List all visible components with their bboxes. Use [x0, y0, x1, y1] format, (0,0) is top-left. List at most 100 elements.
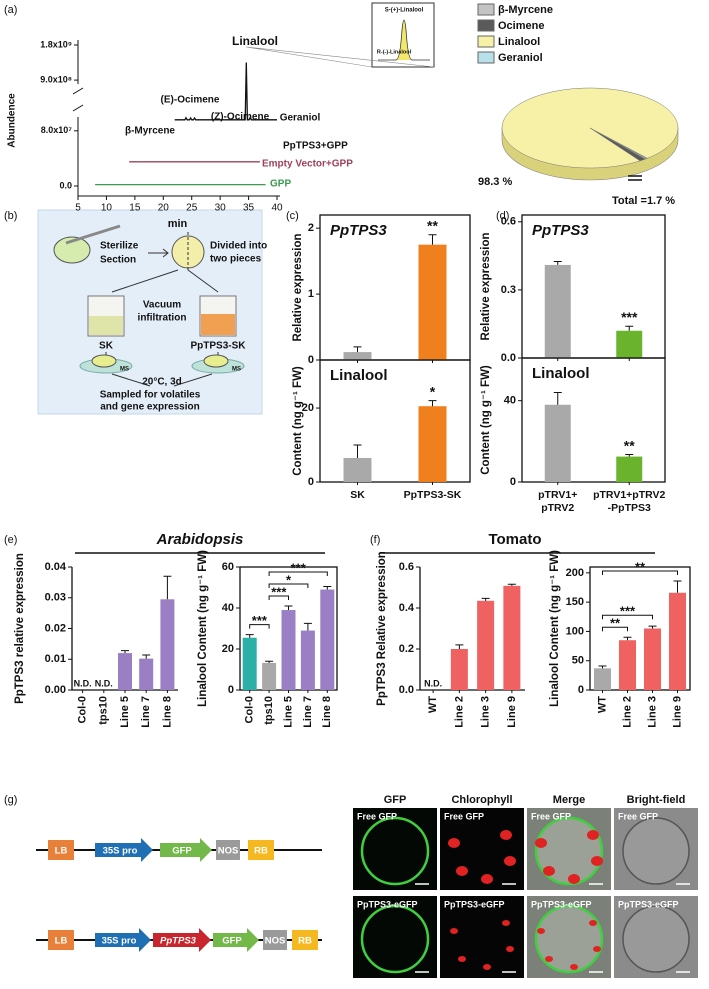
- peak-label: (E)-Ocimene: [161, 95, 220, 106]
- value-label: 98.3 %: [478, 176, 512, 188]
- error-bar: [623, 636, 632, 641]
- chloroplast: [543, 866, 555, 876]
- x-tick-label: pTRV1+ pTRV2: [538, 489, 577, 514]
- bar: [262, 662, 277, 690]
- chloroplast: [593, 946, 601, 952]
- construct-arrow: [213, 928, 259, 952]
- y-tick-label: 0: [308, 354, 314, 366]
- y-tick-label: 0.03: [45, 592, 66, 604]
- x-tick-label: Line 8: [321, 696, 333, 728]
- significance: ***: [271, 584, 287, 599]
- step-text: infiltration: [138, 313, 187, 324]
- construct-label: LB: [55, 846, 68, 857]
- bar: [669, 592, 686, 690]
- x-tick-label: Col-0: [77, 696, 89, 724]
- construct-label: 35S pro: [102, 936, 137, 947]
- construct-arrow: [95, 928, 151, 952]
- legend-swatch: [477, 35, 495, 48]
- significance: *: [286, 572, 292, 587]
- step-text: MS: [232, 367, 241, 373]
- y-tick-label: 60: [222, 561, 234, 573]
- construct-box: [292, 930, 318, 950]
- step-text: Section: [100, 255, 136, 266]
- bar: [281, 610, 296, 690]
- error-bar: [553, 392, 562, 405]
- significance-bracket: [602, 626, 628, 632]
- micrograph: [353, 808, 437, 890]
- x-tick-label: Col-0: [244, 696, 256, 724]
- chart-title: Linalool: [532, 365, 590, 382]
- peak-label: Geraniol: [280, 113, 321, 124]
- y-tick-label: 20: [222, 643, 234, 655]
- arrow: [148, 248, 169, 258]
- error-bar: [323, 585, 332, 590]
- cell-outline: [622, 905, 690, 973]
- error-bar: [121, 650, 129, 654]
- construct-label: 35S pro: [103, 846, 138, 857]
- chloroplast: [587, 830, 599, 840]
- diagram-b: Sterilize Section Divided into two piece…: [37, 209, 267, 415]
- y-tick-label: 100: [566, 625, 584, 637]
- bar: [616, 456, 643, 482]
- panel-label: (a): [4, 4, 17, 16]
- bar: [320, 589, 335, 690]
- peak-label: β-Myrcene: [125, 126, 175, 137]
- x-tick-label: 40: [271, 203, 283, 214]
- y-tick-label: 0.01: [45, 653, 66, 665]
- micrograph-label: Free GFP: [444, 811, 484, 821]
- y-axis-label: Linalool Content (ng g⁻¹ FW): [549, 550, 561, 707]
- series-label: PpTPS3+GPP: [283, 141, 348, 152]
- chloroplast: [589, 920, 597, 926]
- construct-arrow: [153, 928, 211, 952]
- total-bracket: [628, 175, 642, 181]
- peak-label: (Z)-Ocimene: [211, 112, 270, 123]
- construct-box: [48, 840, 74, 860]
- x-tick-label: Line 9: [671, 696, 683, 728]
- x-tick-label: 20: [158, 203, 170, 214]
- y-tick-label: 2: [308, 222, 314, 234]
- bar: [418, 406, 447, 482]
- error-bar: [284, 605, 293, 611]
- y-tick-label: 0: [228, 684, 234, 696]
- chloroplast: [535, 838, 547, 848]
- x-tick-label: Line 3: [646, 696, 658, 728]
- legend-label: Ocimene: [498, 20, 544, 32]
- bar: [619, 640, 636, 690]
- bar: [242, 637, 257, 690]
- bar: [544, 264, 571, 358]
- beaker-liquid: [89, 316, 123, 335]
- bar: [139, 658, 154, 690]
- bar: [450, 649, 468, 690]
- chloroplast: [458, 956, 466, 962]
- significance: ***: [291, 560, 307, 575]
- construct-label: RB: [298, 936, 312, 947]
- step-text: 20°C, 3d: [142, 377, 182, 388]
- error-bar: [553, 261, 562, 265]
- significance: ***: [620, 604, 636, 619]
- group-heading: Arabidopsis: [156, 531, 244, 548]
- value-label: N.D.: [74, 678, 92, 688]
- inset-peak: [378, 19, 430, 61]
- x-tick-label: Line 9: [506, 696, 518, 728]
- x-tick-label: 15: [129, 203, 141, 214]
- bar: [343, 352, 372, 360]
- chloroplast: [537, 928, 545, 934]
- chloroplast: [500, 830, 512, 840]
- chloroplast: [545, 956, 553, 962]
- micrograph-label: PpTPS3-eGFP: [357, 899, 418, 909]
- chloroplast: [570, 964, 578, 970]
- x-tick-label: Line 8: [161, 696, 173, 728]
- leaf-disc: [203, 354, 229, 368]
- panel-label: (f): [370, 534, 380, 546]
- y-axis-label: Linalool Content (ng g⁻¹ FW): [197, 550, 209, 707]
- column-header: GFP: [384, 794, 407, 806]
- x-tick-label: Line 3: [480, 696, 492, 728]
- panel-label: (b): [4, 210, 17, 222]
- construct-box: [248, 840, 274, 860]
- construct-box: [263, 930, 287, 950]
- construct-label: GFP: [222, 936, 242, 947]
- tweezers: [65, 224, 121, 245]
- cell-outline: [622, 817, 690, 885]
- legend-label: β-Myrcene: [498, 4, 553, 16]
